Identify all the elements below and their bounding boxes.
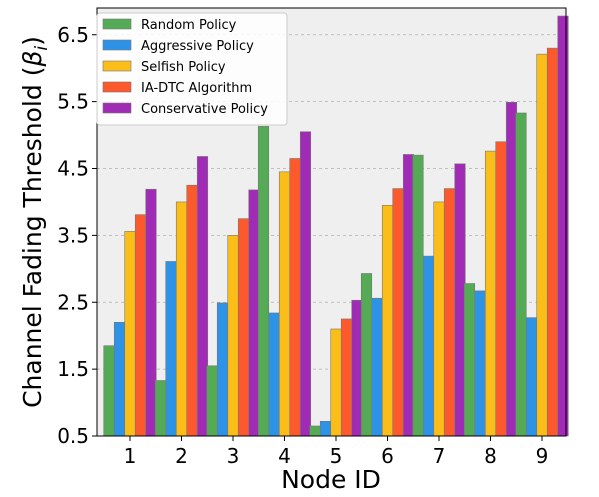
x-tick-label: 8 <box>484 444 497 468</box>
bar <box>515 112 527 437</box>
legend-swatch <box>102 18 132 30</box>
bar <box>145 188 157 437</box>
bar <box>227 235 239 437</box>
bar <box>206 365 218 437</box>
bar <box>536 53 548 437</box>
y-axis-ticks: 0.5 1.5 2.5 3.5 4.5 5.5 6.5 <box>57 23 97 448</box>
bar <box>381 204 394 437</box>
bar <box>134 214 147 437</box>
x-tick-label: 6 <box>381 444 394 468</box>
bar <box>319 420 332 437</box>
bar <box>278 171 291 437</box>
bar <box>257 126 270 437</box>
x-tick-label: 7 <box>433 444 446 468</box>
legend-swatch <box>102 81 132 93</box>
y-axis-label-subscript: i <box>32 46 52 51</box>
bar <box>330 328 342 437</box>
bar <box>124 231 136 437</box>
bar <box>268 312 280 437</box>
bar <box>103 345 115 437</box>
y-axis-label-close: ) <box>18 36 47 46</box>
bar <box>371 297 383 437</box>
bar <box>484 150 497 437</box>
bar <box>154 380 167 437</box>
bar <box>351 299 363 437</box>
y-tick-label: 3.5 <box>57 223 89 247</box>
bar <box>392 188 404 437</box>
bar <box>175 201 188 437</box>
bar <box>360 273 373 437</box>
legend-box <box>96 12 288 126</box>
bar <box>289 158 301 437</box>
x-tick-label: 2 <box>175 444 188 468</box>
legend-swatch <box>102 60 132 72</box>
x-tick-label: 3 <box>227 444 240 468</box>
bar <box>474 290 486 437</box>
bar <box>216 302 229 437</box>
x-tick-label: 1 <box>124 444 137 468</box>
bars <box>103 15 569 437</box>
bar <box>340 318 353 437</box>
legend-label: Random Policy <box>141 18 237 33</box>
y-tick-label: 5.5 <box>57 90 89 114</box>
bar <box>557 15 569 437</box>
bar <box>495 141 507 437</box>
y-axis-label-main: Channel Fading Threshold ( <box>18 67 47 408</box>
y-axis-label: Channel Fading Threshold (βi) <box>18 36 52 408</box>
bar <box>546 47 559 437</box>
x-tick-label: 5 <box>330 444 343 468</box>
x-axis-ticks: 1 2 3 4 5 6 7 8 9 <box>124 436 549 468</box>
legend: Random Policy Aggressive Policy Selfish Po… <box>96 12 288 126</box>
bar <box>443 188 456 437</box>
bar <box>309 425 321 437</box>
legend-label: Selfish Policy <box>141 60 226 75</box>
y-axis-label-symbol: β <box>18 51 47 68</box>
legend-swatch <box>102 39 132 51</box>
bar <box>454 163 466 437</box>
bar <box>505 101 518 437</box>
bar <box>248 189 260 437</box>
legend-label: Aggressive Policy <box>141 39 254 54</box>
legend-label: Conservative Policy <box>141 102 268 117</box>
plot-frame <box>96 7 567 437</box>
bar <box>196 156 209 437</box>
x-tick-label: 9 <box>536 444 549 468</box>
y-tick-label: 2.5 <box>57 290 89 314</box>
bar <box>525 317 538 437</box>
y-tick-label: 6.5 <box>57 23 89 47</box>
y-tick-label: 1.5 <box>57 357 89 381</box>
bar <box>463 283 476 437</box>
x-tick-label: 4 <box>278 444 291 468</box>
y-tick-label: 0.5 <box>57 424 89 448</box>
legend-swatch <box>102 102 132 114</box>
bar <box>186 184 198 437</box>
bar <box>165 261 177 437</box>
bar <box>433 201 445 437</box>
bar <box>113 322 126 437</box>
legend-label: IA-DTC Algorithm <box>141 81 252 96</box>
bar <box>299 131 312 437</box>
bar <box>412 154 424 437</box>
bar <box>422 255 435 437</box>
bar <box>237 218 250 437</box>
x-axis-label: Node ID <box>281 465 381 494</box>
bar <box>402 154 415 437</box>
y-tick-label: 4.5 <box>57 157 89 181</box>
